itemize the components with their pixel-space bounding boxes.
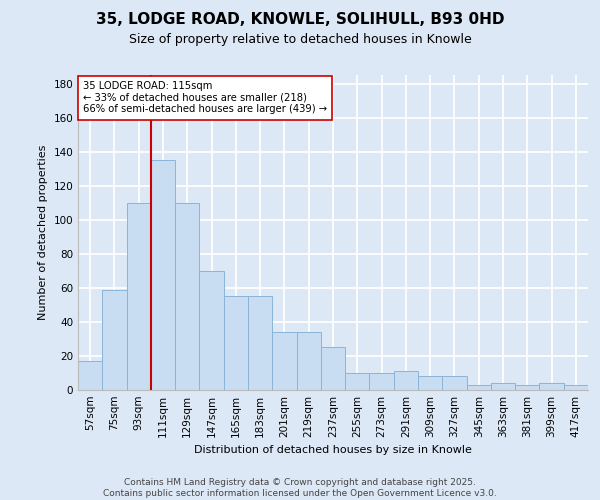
Bar [394, 372, 418, 390]
Bar [199, 271, 224, 390]
Bar [272, 332, 296, 390]
X-axis label: Distribution of detached houses by size in Knowle: Distribution of detached houses by size … [194, 446, 472, 456]
Bar [175, 202, 199, 390]
Bar [224, 296, 248, 390]
Bar [515, 385, 539, 390]
Bar [564, 385, 588, 390]
Bar [296, 332, 321, 390]
Text: 35 LODGE ROAD: 115sqm
← 33% of detached houses are smaller (218)
66% of semi-det: 35 LODGE ROAD: 115sqm ← 33% of detached … [83, 82, 327, 114]
Bar [491, 383, 515, 390]
Bar [539, 383, 564, 390]
Bar [418, 376, 442, 390]
Text: 35, LODGE ROAD, KNOWLE, SOLIHULL, B93 0HD: 35, LODGE ROAD, KNOWLE, SOLIHULL, B93 0H… [96, 12, 504, 28]
Bar [442, 376, 467, 390]
Bar [78, 361, 102, 390]
Bar [102, 290, 127, 390]
Bar [467, 385, 491, 390]
Bar [370, 373, 394, 390]
Text: Contains HM Land Registry data © Crown copyright and database right 2025.
Contai: Contains HM Land Registry data © Crown c… [103, 478, 497, 498]
Bar [151, 160, 175, 390]
Bar [127, 202, 151, 390]
Y-axis label: Number of detached properties: Number of detached properties [38, 145, 48, 320]
Bar [248, 296, 272, 390]
Bar [321, 348, 345, 390]
Text: Size of property relative to detached houses in Knowle: Size of property relative to detached ho… [128, 32, 472, 46]
Bar [345, 373, 370, 390]
